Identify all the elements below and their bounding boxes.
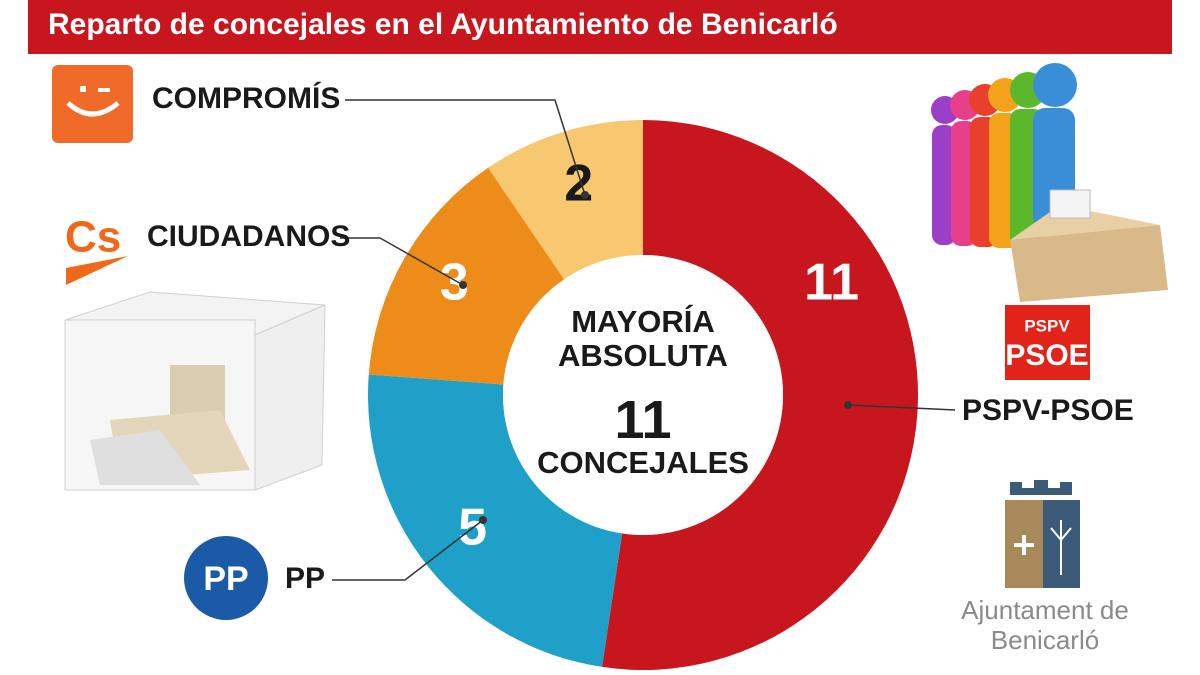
ajuntament-shield — [1005, 480, 1080, 588]
category-label: PP — [285, 562, 325, 595]
leader-dot — [479, 516, 487, 524]
leader-line — [340, 237, 464, 286]
category-label: COMPROMÍS — [152, 81, 340, 115]
leader-dot — [581, 191, 589, 199]
donut-segment — [368, 167, 565, 385]
pp-logo-text: PP — [203, 560, 248, 598]
value-label: 11 — [804, 253, 859, 311]
psoe-logo-top: PSPV — [1024, 316, 1070, 335]
leader-dot — [459, 281, 467, 289]
leader-line — [345, 99, 586, 196]
voters-image — [931, 63, 1168, 302]
category-label: CIUDADANOS — [147, 220, 350, 253]
cs-logo: Cs — [65, 213, 121, 262]
cs-logo-shape — [66, 256, 128, 285]
logo-smile — [66, 101, 120, 117]
donut-segment — [488, 120, 643, 280]
donut-hole — [503, 255, 783, 535]
category-label: PSPV-PSOE — [962, 394, 1134, 427]
ajuntament-name: Ajuntament de Benicarló — [961, 595, 1129, 655]
pp-logo — [184, 536, 268, 620]
value-label: 2 — [564, 154, 593, 212]
majority-value: 11 — [614, 390, 672, 450]
leader-line — [332, 519, 484, 581]
logo-eye — [80, 86, 86, 92]
leader-dot — [844, 401, 852, 409]
donut-segment — [602, 120, 919, 671]
psoe-logo-bottom: PSOE — [1005, 339, 1088, 372]
majority-unit: CONCEJALES — [537, 445, 749, 480]
chart-title: Reparto de concejales en el Ayuntamiento… — [48, 8, 838, 41]
center-label: MAYORÍA ABSOLUTA — [558, 304, 728, 373]
logo-eye — [98, 88, 110, 92]
donut-segment — [368, 374, 623, 667]
ballot-box — [64, 291, 326, 491]
leader-line — [847, 404, 956, 411]
psoe-logo — [1005, 305, 1090, 380]
title-bar — [28, 0, 1172, 54]
compromis-logo — [52, 65, 133, 143]
